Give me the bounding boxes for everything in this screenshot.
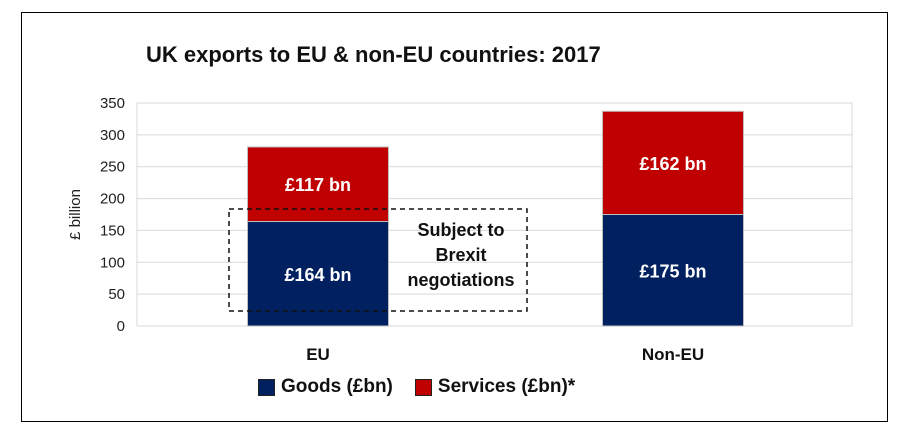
bar-eu-goods [247, 221, 389, 327]
annotation-line-2: Brexit [435, 245, 487, 265]
y-tick-label-350: 350 [100, 95, 125, 112]
annotation-box [228, 208, 528, 312]
category-label-eu: EU [306, 345, 330, 364]
legend-label-goods: Goods (£bn) [281, 376, 393, 397]
bar-non-eu-services [602, 110, 744, 215]
y-tick-label-200: 200 [100, 191, 125, 208]
data-label-non-eu-goods: £175 bn [639, 261, 706, 281]
legend-item-services: Services (£bn)* [414, 376, 576, 398]
legend-swatch-services [414, 378, 432, 396]
category-label-non-eu: Non-EU [642, 345, 704, 364]
annotation-line-3: negotiations [407, 270, 515, 290]
chart-title: UK exports to EU & non-EU countries: 201… [146, 42, 601, 67]
y-tick-label-300: 300 [100, 127, 125, 144]
brexit-annotation: Subject to Brexit negotiations [391, 218, 531, 293]
data-label-eu-goods: £164 bn [284, 265, 351, 285]
bar-non-eu-goods [602, 214, 744, 327]
data-label-eu-services: £117 bn [285, 175, 351, 195]
annotation-line-1: Subject to [417, 220, 505, 240]
legend: Goods (£bn) Services (£bn)* [258, 376, 597, 398]
legend-swatch-goods [258, 378, 275, 396]
legend-label-services: Services (£bn)* [437, 376, 576, 397]
y-tick-label-0: 0 [117, 318, 125, 335]
data-label-non-eu-services: £162 bn [639, 154, 706, 174]
y-tick-label-150: 150 [100, 222, 125, 239]
y-axis-label: £ billion [67, 189, 84, 240]
y-tick-label-100: 100 [100, 254, 125, 271]
y-tick-label-50: 50 [108, 286, 125, 303]
legend-item-goods: Goods (£bn) [258, 376, 393, 398]
y-tick-label-250: 250 [100, 159, 125, 176]
